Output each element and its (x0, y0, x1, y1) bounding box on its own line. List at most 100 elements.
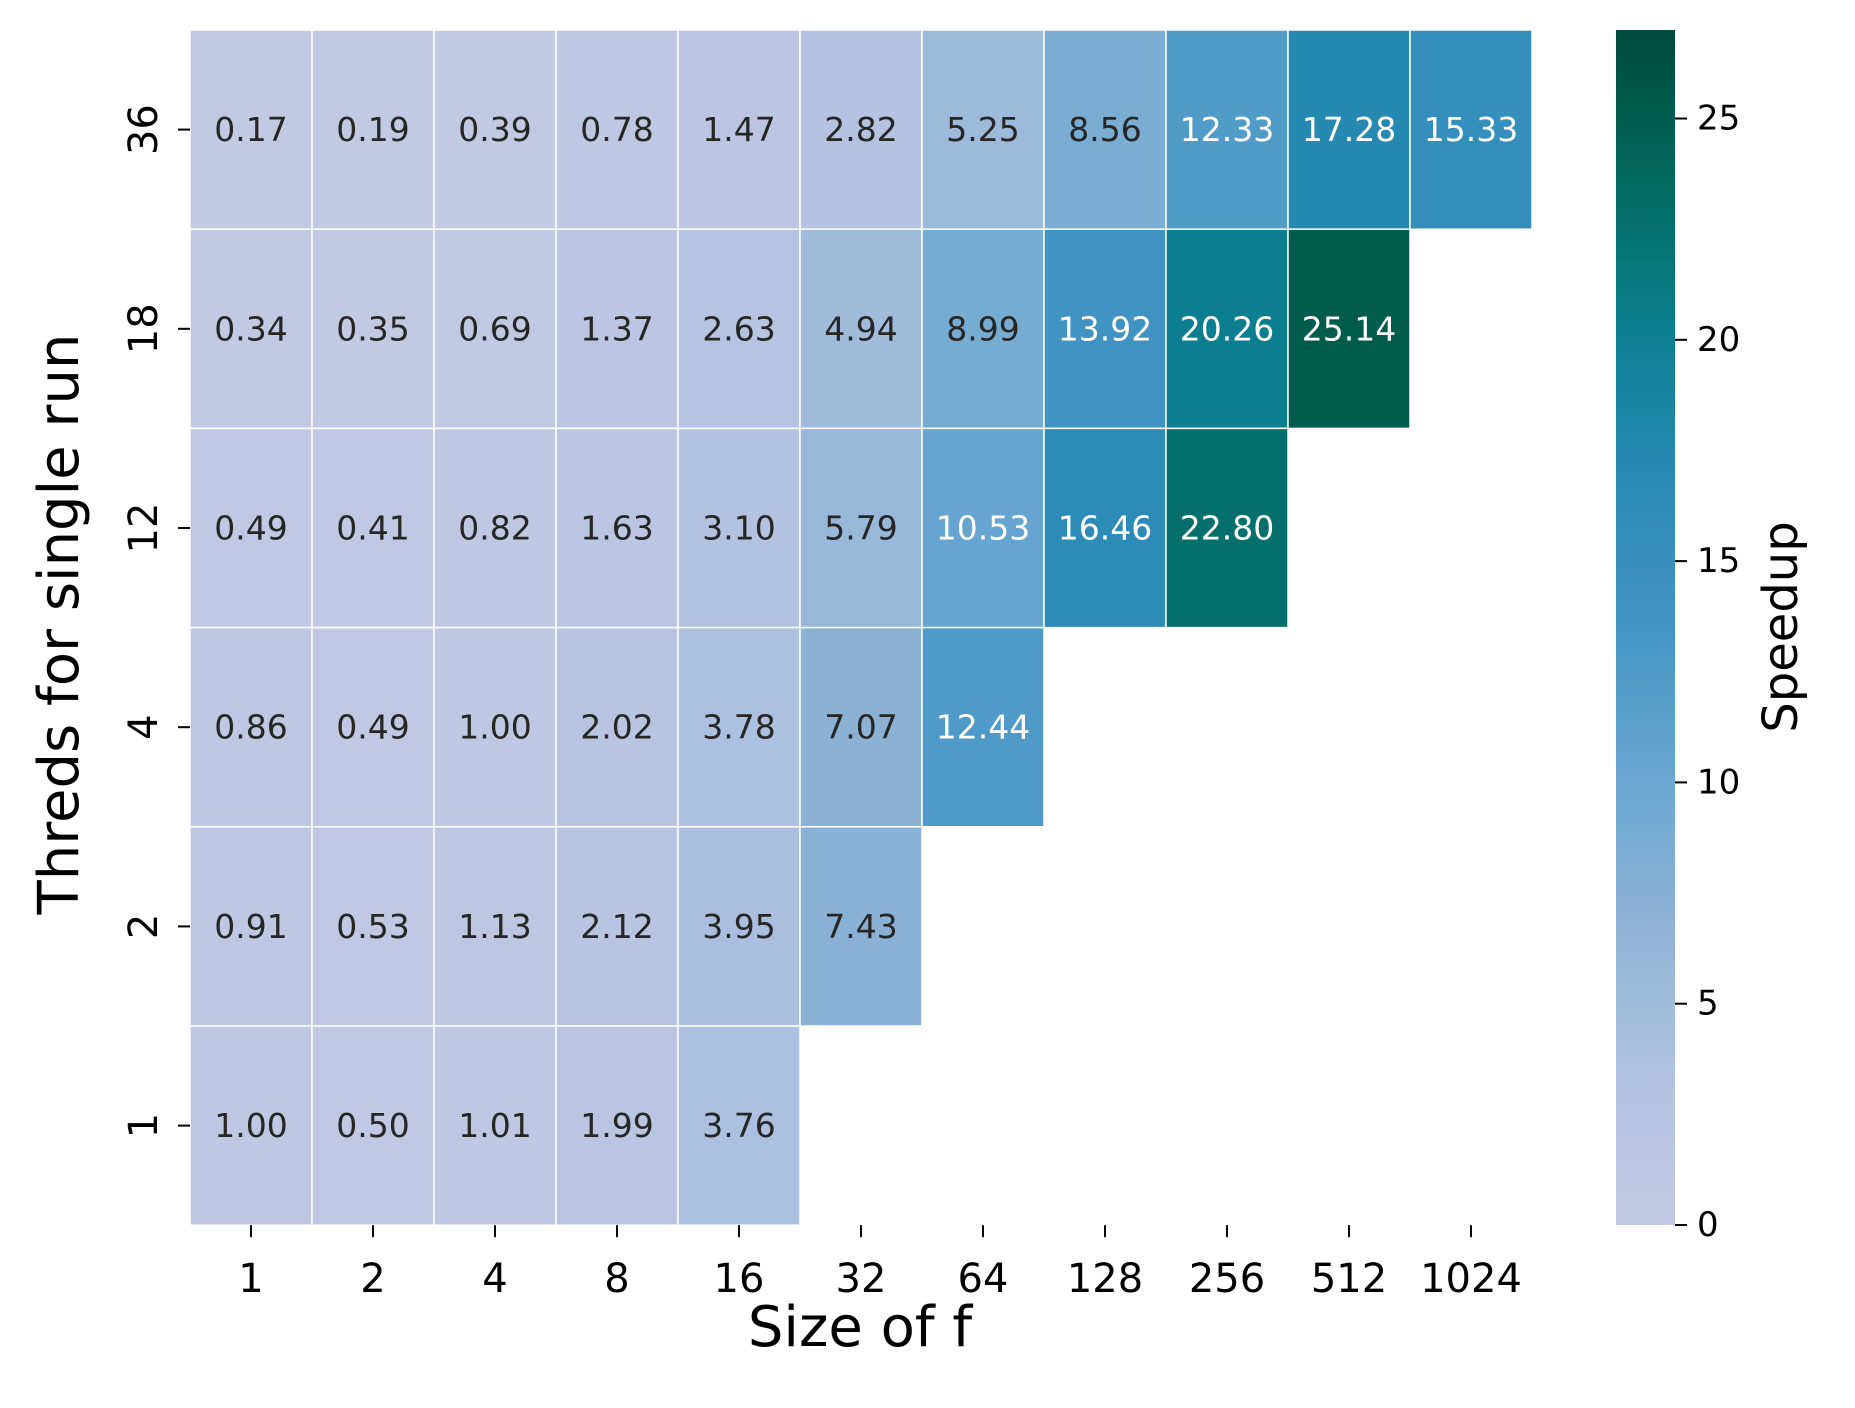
cell-value-label: 0.41 (336, 509, 409, 548)
heatmap-cell (311, 427, 435, 629)
x-axis-title: Size of f (748, 1295, 974, 1360)
colorbar-tick-label: 25 (1697, 99, 1740, 139)
heatmap-cell (1043, 228, 1167, 430)
cell-value-label: 3.95 (702, 907, 775, 946)
heatmap-cell (677, 626, 801, 828)
cell-value-label: 1.13 (458, 907, 531, 946)
heatmap-cell (555, 427, 679, 629)
heatmap-cell (555, 1025, 679, 1226)
cell-value-label: 20.26 (1180, 309, 1274, 348)
heatmap-cell (311, 228, 435, 430)
cell-value-label: 12.44 (936, 708, 1030, 747)
cell-value-label: 0.39 (458, 110, 531, 149)
cell-value-label: 17.28 (1302, 110, 1396, 149)
cell-value-label: 3.76 (702, 1106, 775, 1145)
x-tick-label: 256 (1189, 1256, 1265, 1302)
heatmap-cell (1287, 29, 1411, 230)
heatmap-cell (555, 228, 679, 430)
heatmap-cell (921, 626, 1045, 828)
y-tick-label: 36 (121, 104, 167, 155)
cell-value-label: 4.94 (824, 309, 897, 348)
heatmap-cell (921, 228, 1045, 430)
x-tick-label: 8 (604, 1256, 629, 1302)
heatmap-cell (189, 228, 313, 430)
cell-value-label: 3.10 (702, 509, 775, 548)
heatmap-cell (433, 29, 557, 230)
heatmap-cell (189, 826, 313, 1027)
x-tick-label: 512 (1311, 1256, 1387, 1302)
y-tick-label: 12 (121, 503, 167, 554)
cell-value-label: 1.00 (214, 1106, 287, 1145)
cell-value-label: 22.80 (1180, 509, 1274, 548)
heatmap-cell (799, 29, 923, 230)
cell-value-label: 3.78 (702, 708, 775, 747)
cell-value-label: 0.49 (214, 509, 287, 548)
heatmap-cells: 0.17 0.19 0.39 0.78 1.47 2.82 5.25 8.56 12.33 17.… (189, 29, 1533, 1226)
cell-value-label: 2.63 (702, 309, 775, 348)
cell-value-label: 1.00 (458, 708, 531, 747)
cell-value-label: 7.07 (824, 708, 897, 747)
cell-value-label: 0.19 (336, 110, 409, 149)
colorbar-tick-label: 20 (1697, 320, 1740, 360)
x-tick-label: 1 (238, 1256, 263, 1302)
cell-value-label: 1.63 (580, 509, 653, 548)
cell-value-label: 2.02 (580, 708, 653, 747)
y-tick-label: 2 (121, 914, 167, 939)
x-tick-label: 32 (836, 1256, 887, 1302)
cell-value-label: 0.86 (214, 708, 287, 747)
cell-value-label: 0.34 (214, 309, 287, 348)
heatmap-cell (921, 427, 1045, 629)
x-tick-label: 16 (714, 1256, 765, 1302)
heatmap-cell (1043, 29, 1167, 230)
heatmap-cell (1287, 228, 1411, 430)
heatmap-cell (311, 29, 435, 230)
cell-value-label: 2.82 (824, 110, 897, 149)
colorbar-tick-label: 5 (1697, 984, 1719, 1024)
cell-value-label: 7.43 (824, 907, 897, 946)
x-axis-ticks: 1 2 4 8 16 32 64 128 256 512 1024 (238, 1225, 1522, 1302)
x-tick-label: 2 (360, 1256, 385, 1302)
heatmap-cell (799, 427, 923, 629)
y-tick-label: 1 (121, 1113, 167, 1138)
cell-value-label: 0.53 (336, 907, 409, 946)
heatmap-cell (433, 1025, 557, 1226)
cell-value-label: 5.25 (946, 110, 1019, 149)
cell-value-label: 1.37 (580, 309, 653, 348)
cell-value-label: 0.78 (580, 110, 653, 149)
cell-value-label: 1.99 (580, 1106, 653, 1145)
heatmap-cell (1409, 29, 1533, 230)
heatmap-cell (189, 29, 313, 230)
colorbar-gradient (1616, 30, 1675, 1225)
colorbar: 0 5 10 15 20 25 Speedup (1616, 30, 1809, 1245)
heatmap-cell (677, 1025, 801, 1226)
heatmap-cell (433, 826, 557, 1027)
heatmap-cell (555, 29, 679, 230)
cell-value-label: 15.33 (1424, 110, 1518, 149)
cell-value-label: 25.14 (1302, 309, 1396, 348)
heatmap-cell (189, 427, 313, 629)
cell-value-label: 10.53 (936, 509, 1030, 548)
x-tick-label: 64 (958, 1256, 1009, 1302)
y-tick-label: 18 (121, 303, 167, 354)
y-axis-ticks: 36 18 12 4 2 1 (121, 104, 190, 1138)
cell-value-label: 8.99 (946, 309, 1019, 348)
heatmap-cell (311, 826, 435, 1027)
colorbar-tick-label: 10 (1697, 762, 1740, 802)
colorbar-label: Speedup (1753, 521, 1809, 732)
cell-value-label: 0.82 (458, 509, 531, 548)
colorbar-tick-label: 15 (1697, 541, 1740, 581)
heatmap-cell (677, 228, 801, 430)
cell-value-label: 16.46 (1058, 509, 1152, 548)
cell-value-label: 8.56 (1068, 110, 1141, 149)
cell-value-label: 2.12 (580, 907, 653, 946)
heatmap-cell (1043, 427, 1167, 629)
cell-value-label: 0.35 (336, 309, 409, 348)
y-axis-title: Threds for single run (27, 334, 92, 916)
cell-value-label: 5.79 (824, 509, 897, 548)
heatmap-cell (311, 1025, 435, 1226)
x-tick-label: 128 (1067, 1256, 1143, 1302)
colorbar-tick-label: 0 (1697, 1205, 1719, 1245)
heatmap-cell (1165, 427, 1289, 629)
heatmap-cell (433, 228, 557, 430)
